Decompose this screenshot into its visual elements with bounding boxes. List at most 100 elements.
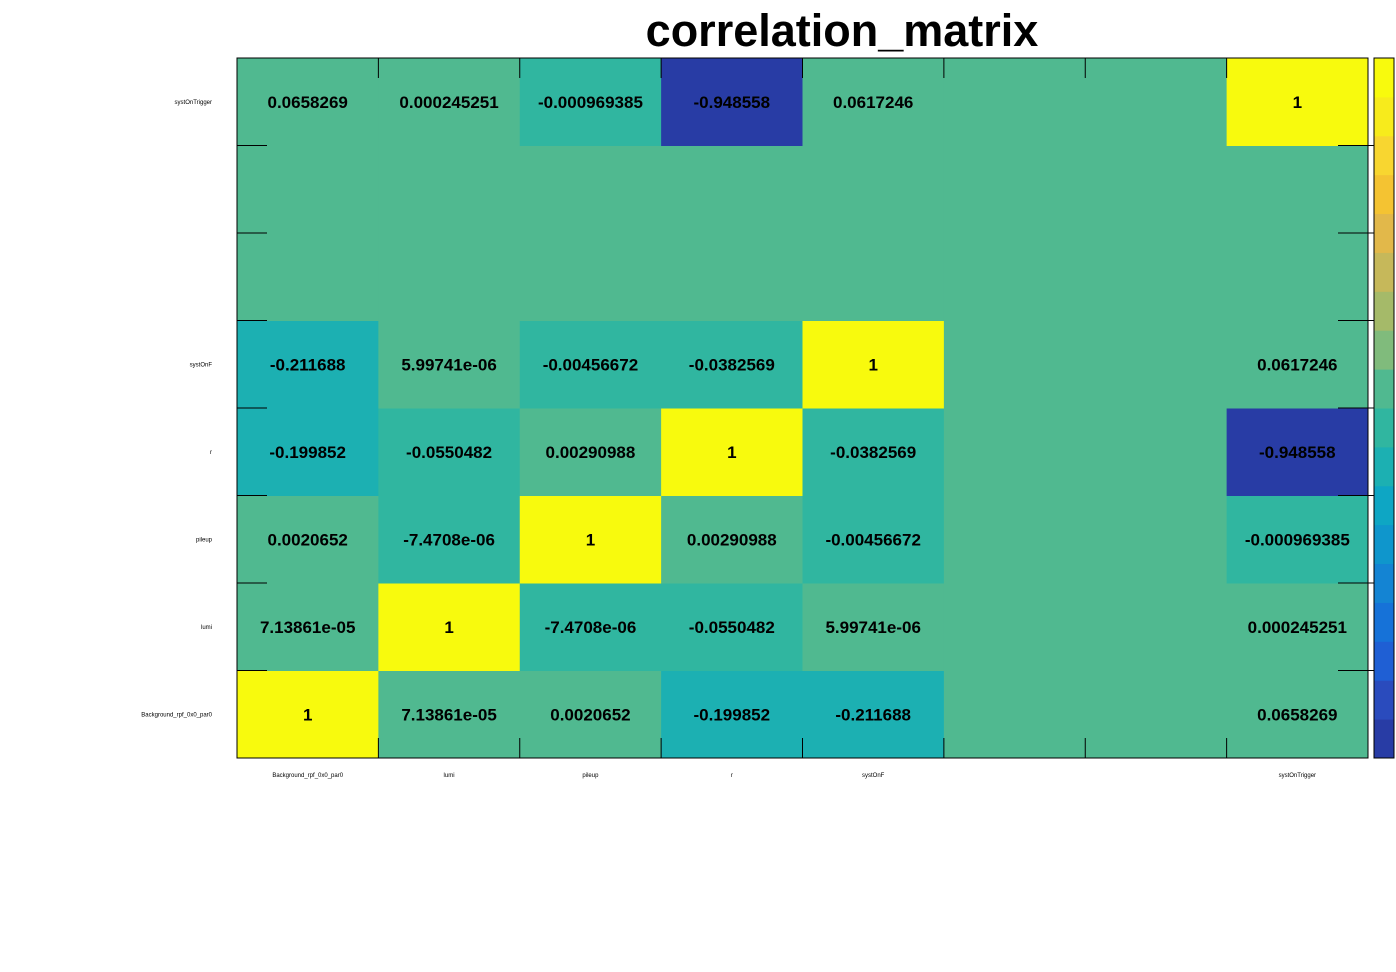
cell-value-label: 0.0658269 [268, 93, 348, 112]
heatmap-cell [237, 583, 379, 671]
heatmap-cell [1085, 320, 1228, 409]
heatmap-cell [1226, 320, 1369, 409]
cell-value-label: -0.211688 [270, 355, 346, 374]
colorbar-segment [1374, 369, 1394, 409]
cell-value-label: 7.13861e-05 [260, 618, 355, 637]
cell-value-label: 1 [303, 705, 312, 724]
heatmap-cell [802, 320, 945, 409]
heatmap-cell [802, 145, 945, 234]
heatmap-cell [802, 583, 945, 671]
heatmap-cells [236, 57, 1369, 759]
colorbar-segment [1374, 135, 1394, 176]
cell-value-label: -0.0382569 [689, 355, 775, 374]
cell-value-label: 0.00290988 [687, 530, 777, 549]
heatmap-cell [519, 58, 662, 146]
cell-value-label: -0.0550482 [689, 618, 775, 637]
heatmap-cell [237, 670, 379, 759]
color-scale-bar [1368, 57, 1395, 759]
heatmap-cell [1226, 58, 1369, 146]
cell-value-label: 1 [868, 355, 877, 374]
colorbar-segment [1374, 719, 1394, 759]
x-axis-tick-label: systOnTrigger [1279, 773, 1316, 779]
y-axis-tick-label: r [210, 450, 212, 456]
heatmap-cell [519, 320, 662, 409]
heatmap-cell [519, 670, 662, 759]
x-axis-tick-label: r [731, 773, 733, 779]
colorbar-segment [1374, 485, 1394, 526]
heatmap-cell [943, 320, 1086, 409]
heatmap-cell [1226, 233, 1369, 321]
y-axis-tick-label: lumi [201, 625, 212, 631]
cell-value-label: 1 [586, 530, 595, 549]
heatmap-cell [1085, 670, 1228, 759]
heatmap-cell [802, 670, 945, 759]
cell-value-label: -0.199852 [694, 705, 771, 724]
x-axis-tick-labels: Background_rpf_0x0_par0 lumi pileup r systOn… [272, 773, 1316, 779]
heatmap-cell [802, 58, 945, 146]
cell-value-label: 0.0020652 [550, 705, 630, 724]
colorbar-segment [1374, 641, 1394, 681]
colorbar-segment [1374, 680, 1394, 720]
heatmap-cell [802, 408, 945, 496]
heatmap-cell [802, 233, 945, 321]
cell-value-label: -0.00456672 [543, 355, 638, 374]
heatmap-cell [1226, 495, 1369, 584]
heatmap-cell [1226, 145, 1369, 234]
colorbar-segment [1374, 174, 1394, 215]
heatmap-cell [1085, 583, 1228, 671]
heatmap-cell [661, 58, 803, 146]
cell-value-label: 0.0617246 [1257, 355, 1337, 374]
colorbar-segment [1374, 330, 1394, 370]
heatmap-cell [519, 583, 662, 671]
cell-value-label: -0.0550482 [406, 443, 492, 462]
heatmap-cell [237, 58, 379, 146]
axis-ticks [237, 58, 1368, 758]
cell-value-label: 5.99741e-06 [401, 355, 496, 374]
heatmap-cell [661, 320, 803, 409]
heatmap-cell [237, 145, 379, 234]
x-axis-tick-label: lumi [444, 773, 455, 779]
heatmap-cell [378, 583, 521, 671]
heatmap-cell [1226, 408, 1369, 496]
heatmap-cell [943, 58, 1086, 146]
y-axis-tick-label: systOnF [190, 362, 213, 368]
heatmap-cell [1085, 58, 1228, 146]
heatmap-cell [943, 495, 1086, 584]
cell-value-label: -0.211688 [835, 705, 911, 724]
cell-value-label: -0.199852 [269, 443, 346, 462]
chart-title: correlation_matrix [611, 4, 1073, 61]
cell-value-label: 1 [1293, 93, 1302, 112]
y-axis-tick-label: Background_rpf_0x0_par0 [141, 712, 212, 718]
heatmap-cell [237, 233, 379, 321]
colorbar-segment [1374, 524, 1394, 565]
heatmap-cell [519, 233, 662, 321]
cell-value-label: 0.0020652 [268, 530, 348, 549]
heatmap-cell [943, 670, 1086, 759]
heatmap-cell [661, 583, 803, 671]
cell-value-label: -0.948558 [1259, 443, 1336, 462]
heatmap-cell [378, 495, 521, 584]
colorbar-segment [1374, 58, 1394, 98]
heatmap-cell [237, 320, 379, 409]
colorbar-segment [1374, 213, 1394, 253]
x-axis-tick-label: Background_rpf_0x0_par0 [272, 773, 343, 779]
heatmap-cell [519, 408, 662, 496]
heatmap-cell [661, 145, 803, 234]
heatmap-cell [661, 233, 803, 321]
heatmap-cell [378, 145, 521, 234]
cell-value-label: 1 [727, 443, 736, 462]
cell-value-label: -0.948558 [694, 93, 771, 112]
cell-value-label: -7.4708e-06 [545, 618, 637, 637]
colorbar-segment [1374, 96, 1394, 137]
colorbar-segment [1374, 446, 1394, 487]
heatmap-cell [1226, 583, 1369, 671]
heatmap-cell [519, 145, 662, 234]
cell-value-label: -0.00456672 [825, 530, 920, 549]
heatmap-cell [237, 495, 379, 584]
heatmap-cell [1085, 233, 1228, 321]
heatmap-cell [519, 495, 662, 584]
colorbar-segment [1374, 563, 1394, 603]
heatmap-cell [378, 408, 521, 496]
cell-value-label: 0.00290988 [546, 443, 636, 462]
cell-value-label: 5.99741e-06 [825, 618, 920, 637]
